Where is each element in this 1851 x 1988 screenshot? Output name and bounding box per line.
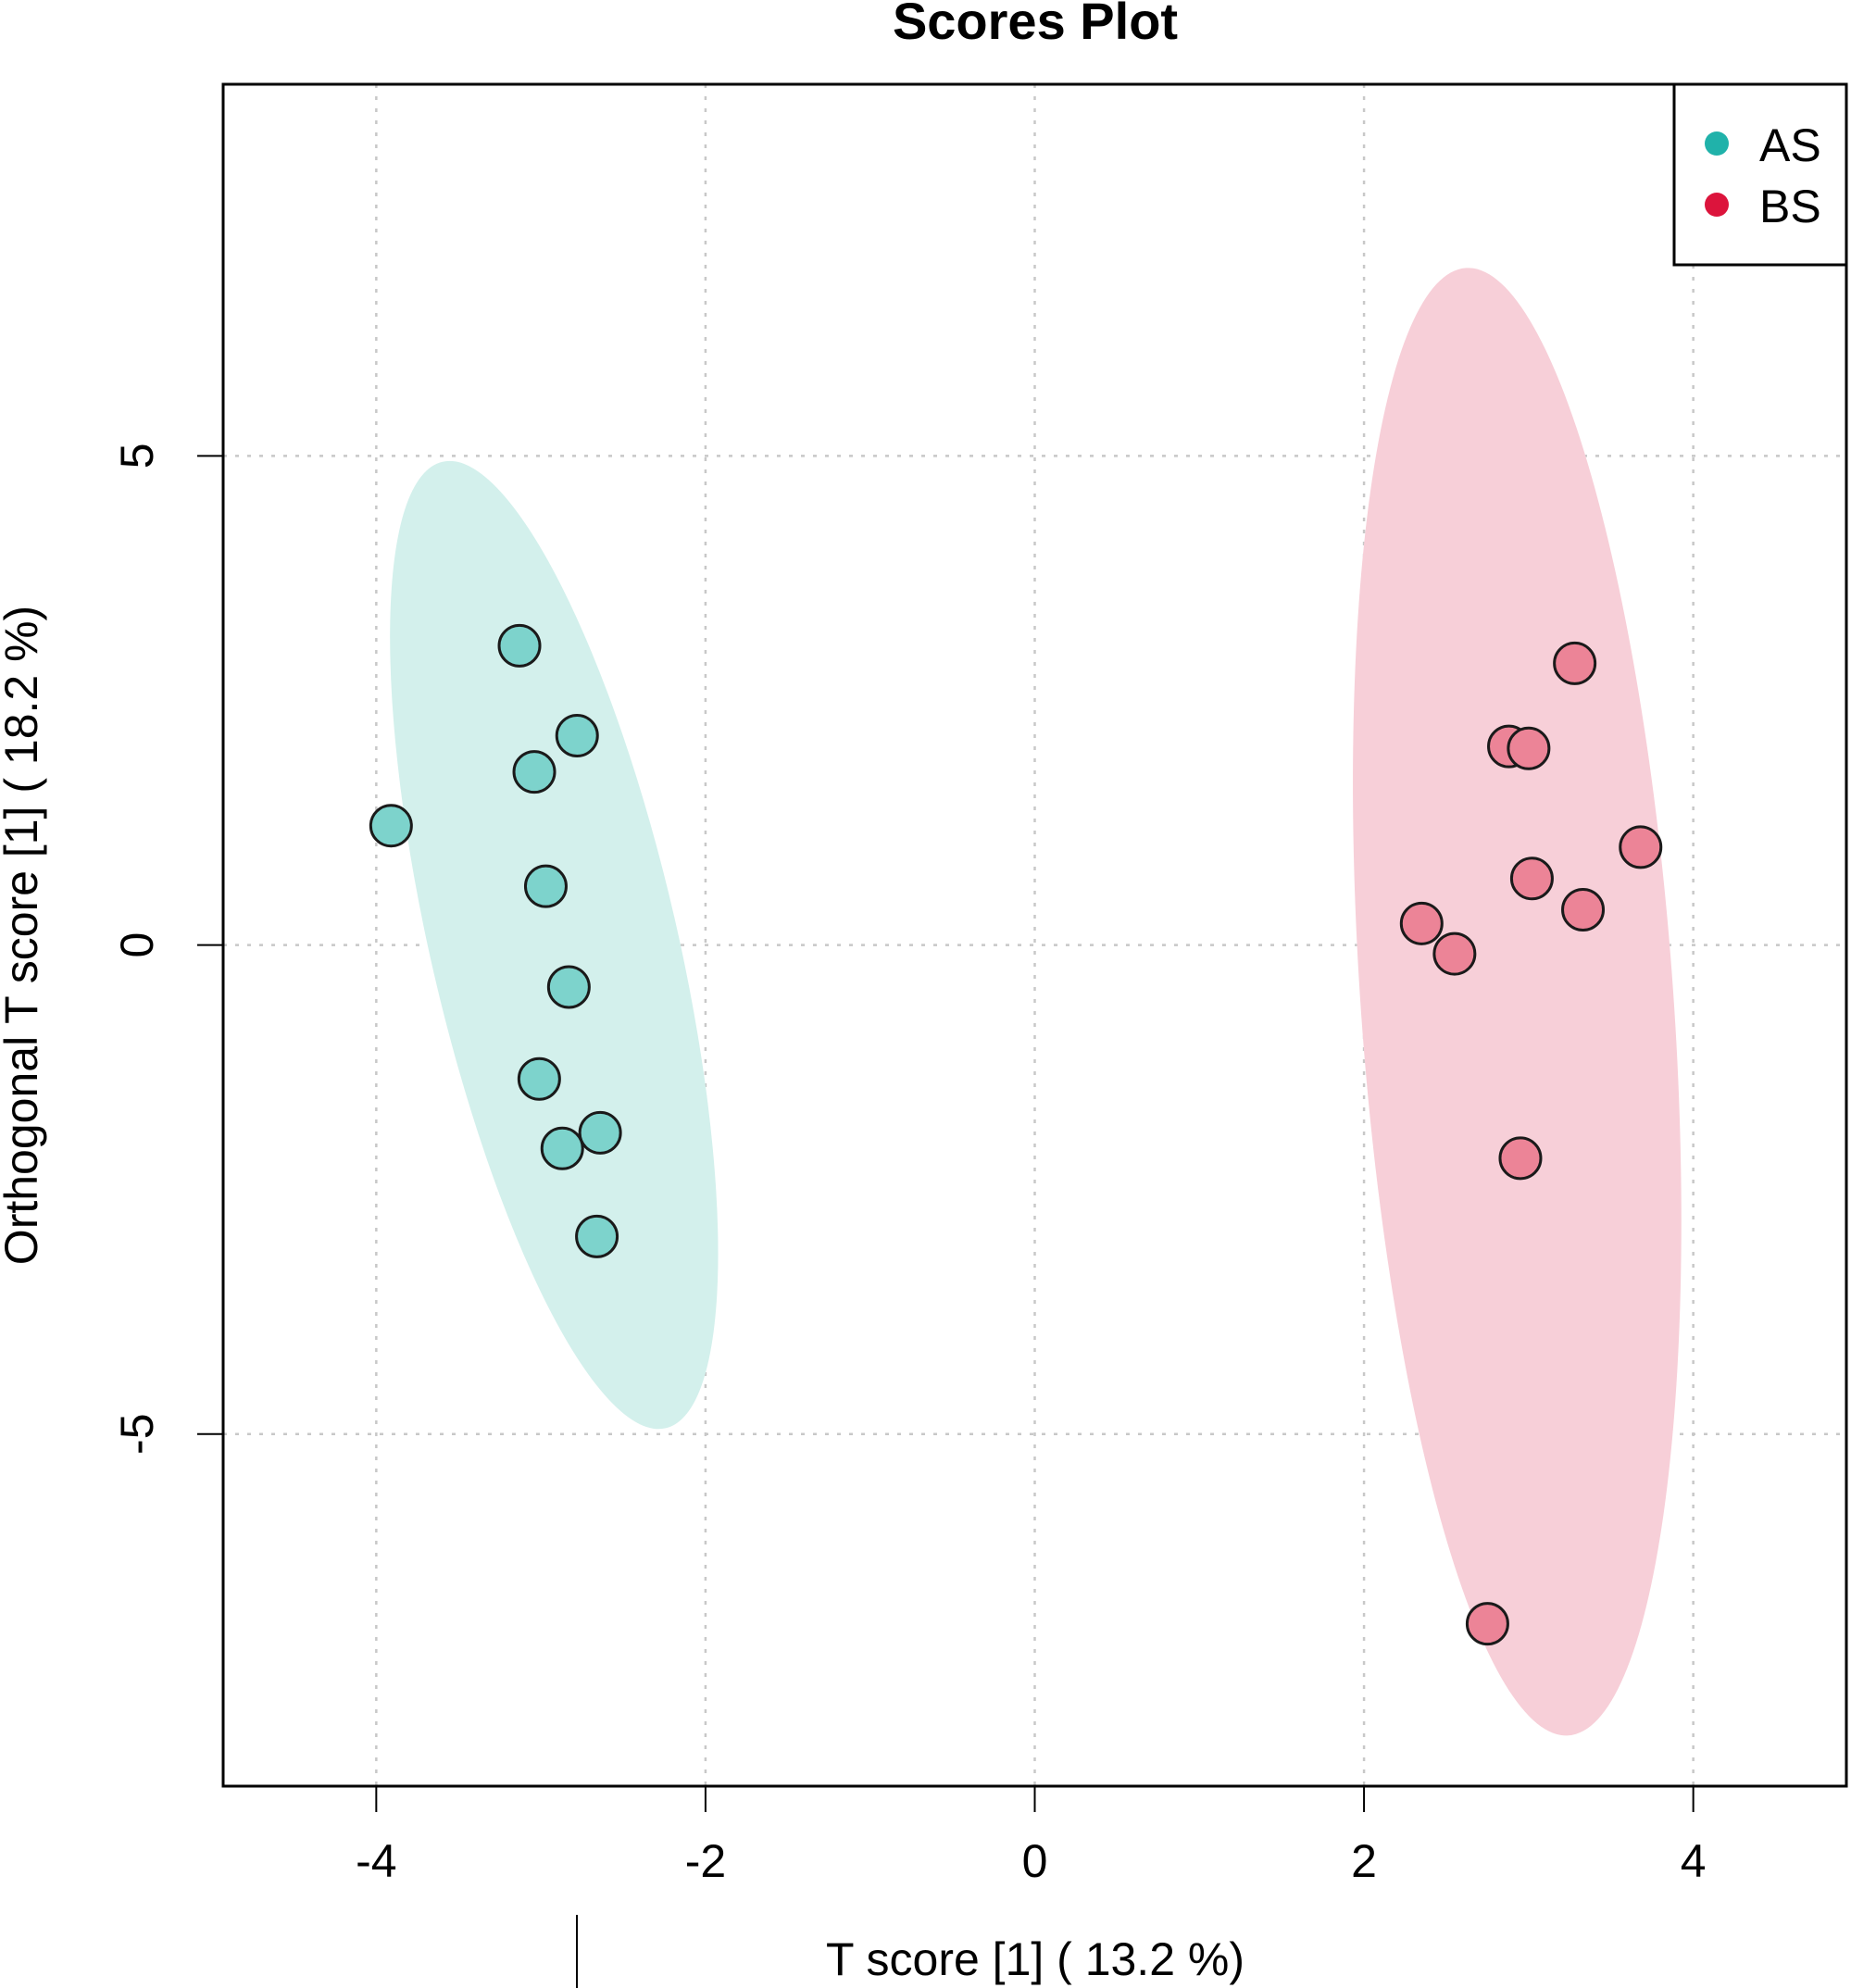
ellipse-bs: [1353, 268, 1682, 1736]
x-tick-label: 2: [1351, 1835, 1377, 1887]
y-tick-label: 5: [111, 443, 163, 469]
y-axis: -5 0 5: [111, 443, 224, 1455]
point-as: [540, 1126, 584, 1170]
legend-label-as: AS: [1759, 119, 1821, 171]
legend: AS BS: [1672, 82, 1848, 267]
point-as: [512, 750, 557, 794]
point-as: [517, 1057, 561, 1101]
confidence-ellipses: [390, 268, 1682, 1736]
x-tick-label: 0: [1022, 1835, 1048, 1887]
point-as: [578, 1110, 622, 1155]
x-tick-label: -2: [685, 1835, 726, 1887]
data-points: [369, 623, 1663, 1646]
point-bs: [1619, 825, 1663, 869]
point-bs: [1553, 641, 1597, 685]
legend-box: [1672, 82, 1848, 267]
legend-marker-as: [1705, 131, 1729, 156]
legend-label-bs: BS: [1759, 181, 1821, 232]
point-as: [575, 1214, 619, 1258]
point-as: [369, 804, 413, 848]
point-bs: [1465, 1602, 1509, 1646]
point-as: [555, 714, 599, 758]
point-bs: [1399, 901, 1444, 945]
point-as: [497, 623, 542, 668]
x-axis: -4 -2 0 2 4: [356, 1785, 1707, 1887]
point-bs: [1507, 726, 1551, 770]
point-bs: [1561, 888, 1606, 932]
ellipse-as: [390, 460, 719, 1430]
y-axis-label: Orthogonal T score [1] ( 18.2 %): [0, 606, 47, 1265]
chart-title: Scores Plot: [893, 0, 1178, 50]
point-bs: [1509, 856, 1554, 901]
y-tick-label: -5: [111, 1413, 163, 1454]
x-tick-label: -4: [356, 1835, 396, 1887]
point-as: [523, 864, 568, 908]
point-bs: [1432, 931, 1477, 976]
point-bs: [1498, 1136, 1543, 1181]
x-axis-label: T score [1] ( 13.2 %): [826, 1933, 1244, 1985]
y-tick-label: 0: [111, 932, 163, 958]
legend-marker-bs: [1705, 193, 1729, 217]
plot-area: [221, 82, 1848, 1788]
x-tick-label: 4: [1681, 1835, 1707, 1887]
point-as: [546, 965, 591, 1009]
